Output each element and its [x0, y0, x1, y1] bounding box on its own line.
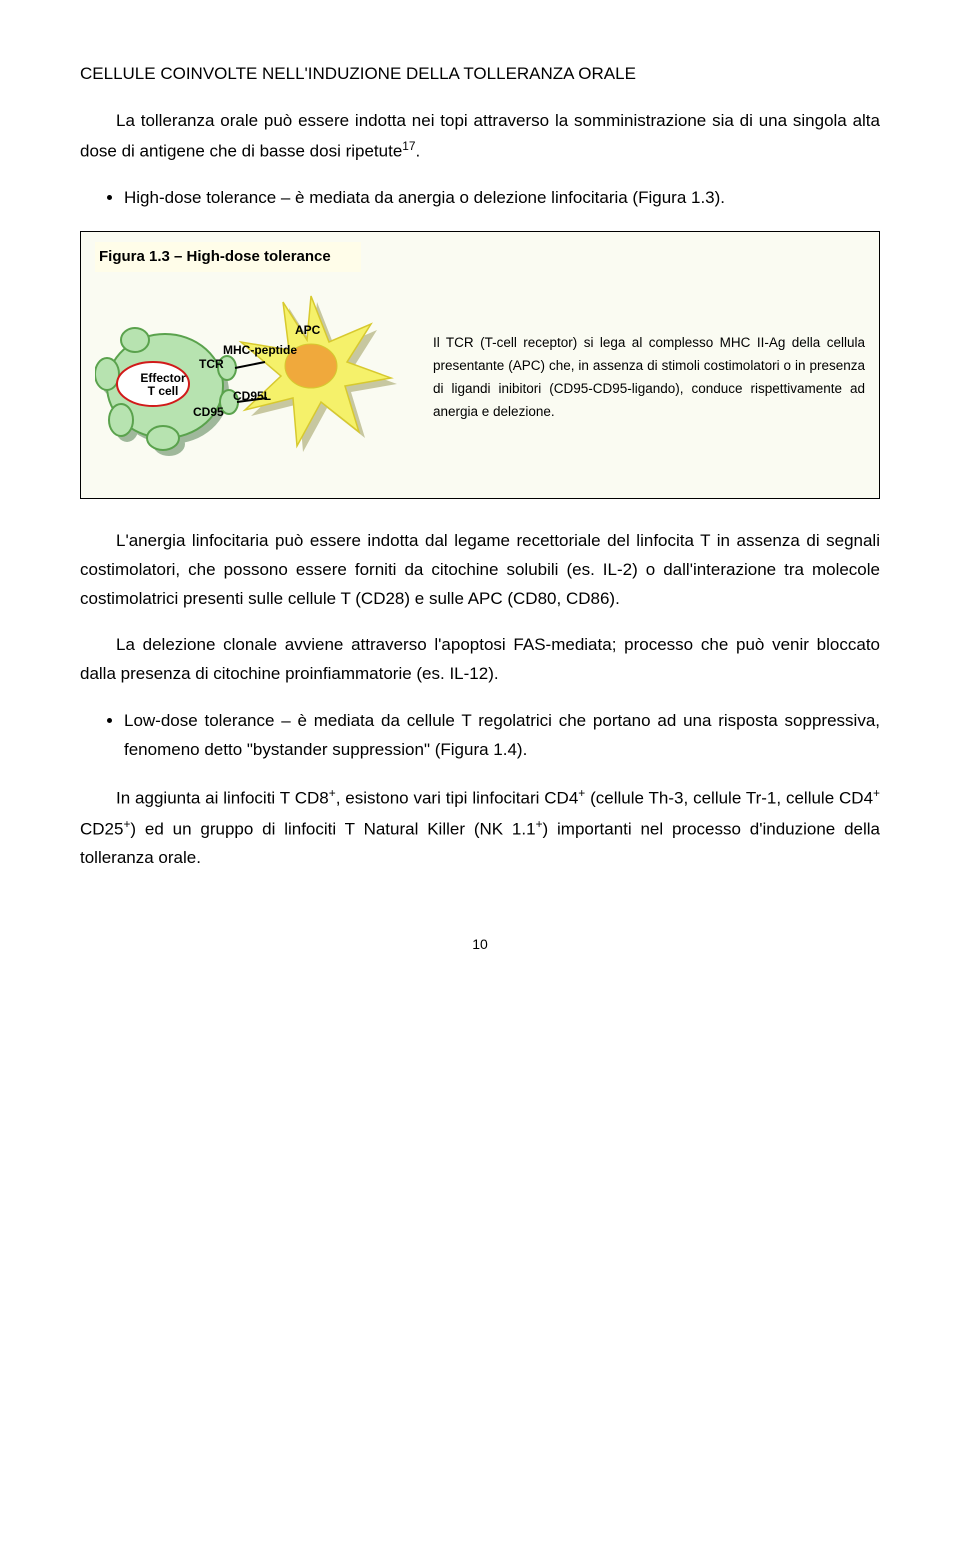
bullet-list-2: Low-dose tolerance – è mediata da cellul…: [80, 707, 880, 765]
label-effector: EffectorT cell: [131, 372, 195, 398]
para-anergia: L'anergia linfocitaria può essere indott…: [80, 527, 880, 614]
label-cd95l: CD95L: [233, 390, 271, 403]
citation-17: 17: [402, 139, 415, 153]
label-apc: APC: [295, 324, 320, 337]
p3c: (cellule Th-3, cellule Tr-1, cellule CD4: [585, 789, 873, 808]
p3plus5: +: [536, 817, 543, 831]
p3a: In aggiunta ai linfociti T CD8: [116, 789, 329, 808]
page-number: 10: [80, 933, 880, 957]
p3plus1: +: [329, 786, 336, 800]
figure-1-3: Figura 1.3 – High-dose tolerance: [80, 231, 880, 499]
para-delezione: La delezione clonale avviene attraverso …: [80, 631, 880, 689]
p3e: ) ed un gruppo di linfociti T Natural Ki…: [130, 819, 535, 838]
figure-caption: Il TCR (T-cell receptor) si lega al comp…: [433, 332, 865, 424]
intro-tail: .: [416, 141, 421, 160]
p3b: , esistono vari tipi linfocitari CD4: [336, 789, 579, 808]
section-heading: CELLULE COINVOLTE NELL'INDUZIONE DELLA T…: [80, 60, 880, 89]
p3d: CD25: [80, 819, 123, 838]
figure-row: EffectorT cell TCR MHC-peptide CD95 CD95…: [95, 278, 865, 478]
label-mhc: MHC-peptide: [223, 344, 297, 357]
bullet-highdose: High-dose tolerance – è mediata da anerg…: [124, 184, 880, 213]
bullet-lowdose: Low-dose tolerance – è mediata da cellul…: [124, 707, 880, 765]
intro-text: La tolleranza orale può essere indotta n…: [80, 111, 880, 161]
label-cd95: CD95: [193, 406, 224, 419]
bullet-list-1: High-dose tolerance – è mediata da anerg…: [80, 184, 880, 213]
p3plus3: +: [873, 786, 880, 800]
figure-diagram: EffectorT cell TCR MHC-peptide CD95 CD95…: [95, 278, 415, 478]
figure-title: Figura 1.3 – High-dose tolerance: [95, 242, 361, 272]
para-lowdose-detail: In aggiunta ai linfociti T CD8+, esiston…: [80, 783, 880, 873]
intro-paragraph: La tolleranza orale può essere indotta n…: [80, 107, 880, 166]
label-tcr: TCR: [199, 358, 224, 371]
